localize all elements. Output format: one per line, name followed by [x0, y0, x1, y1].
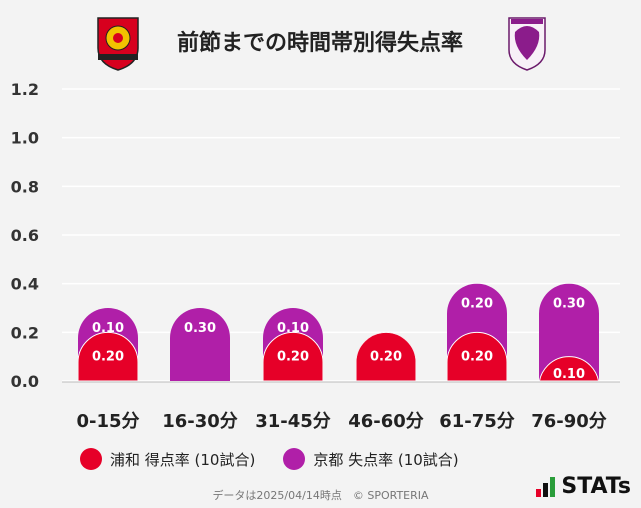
legend-label-away: 京都 失点率 (10試合)	[313, 450, 459, 469]
data-label-home: 0.20	[92, 349, 124, 364]
y-tick-label: 0.8	[11, 177, 39, 196]
stats-brand-text: STATs	[561, 474, 631, 499]
bar-stack	[447, 283, 507, 381]
y-tick-label: 0.0	[11, 372, 39, 391]
data-label-home: 0.20	[277, 349, 309, 364]
data-label-home: 0.20	[370, 349, 402, 364]
bar-home	[447, 331, 507, 381]
y-tick-label: 1.2	[11, 80, 39, 99]
bar-stack	[263, 308, 323, 381]
bar-stack	[539, 283, 599, 381]
bar-stack	[170, 308, 230, 381]
legend-swatch-home	[80, 448, 102, 470]
x-tick-label: 46-60分	[348, 411, 424, 432]
x-tick-label: 16-30分	[162, 411, 238, 432]
bar-home	[263, 331, 323, 381]
bar-stack	[78, 308, 138, 381]
data-label-away: 0.20	[461, 297, 493, 312]
bar-away	[170, 308, 230, 381]
y-tick-label: 0.4	[11, 275, 39, 294]
kyoto-sanga-crest-icon	[508, 17, 546, 71]
data-label-away: 0.10	[92, 321, 124, 336]
footer-note: データは2025/04/14時点 © SPORTERIA	[212, 489, 429, 502]
x-tick-label: 76-90分	[531, 411, 607, 432]
stats-bars-icon	[536, 476, 556, 497]
data-label-home: 0.10	[553, 367, 585, 382]
legend-item-home: 浦和 得点率 (10試合)	[80, 448, 255, 470]
y-tick-label: 0.2	[11, 323, 39, 342]
legend: 浦和 得点率 (10試合) 京都 失点率 (10試合)	[80, 448, 459, 470]
data-label-home: 0.20	[461, 349, 493, 364]
bar-home	[539, 356, 599, 381]
x-tick-label: 31-45分	[255, 411, 331, 432]
bar-home	[78, 331, 138, 381]
away-crest-band	[511, 19, 543, 24]
y-tick-label: 0.6	[11, 226, 39, 245]
stats-brand-logo: STATs	[536, 474, 631, 499]
away-crest-emblem	[514, 26, 540, 60]
home-crest-center	[113, 33, 123, 43]
y-tick-label: 1.0	[11, 129, 39, 148]
legend-label-home: 浦和 得点率 (10試合)	[110, 450, 256, 469]
home-crest-band	[98, 54, 138, 60]
legend-swatch-away	[283, 448, 306, 470]
urawa-reds-crest-icon	[97, 17, 139, 71]
data-label-away: 0.30	[184, 321, 216, 336]
chart-title: 前節までの時間帯別得失点率	[177, 30, 463, 56]
data-label-away: 0.30	[553, 297, 585, 312]
x-tick-label: 0-15分	[76, 411, 139, 432]
x-tick-label: 61-75分	[439, 411, 515, 432]
legend-item-away: 京都 失点率 (10試合)	[283, 448, 459, 470]
data-label-away: 0.10	[277, 321, 309, 336]
